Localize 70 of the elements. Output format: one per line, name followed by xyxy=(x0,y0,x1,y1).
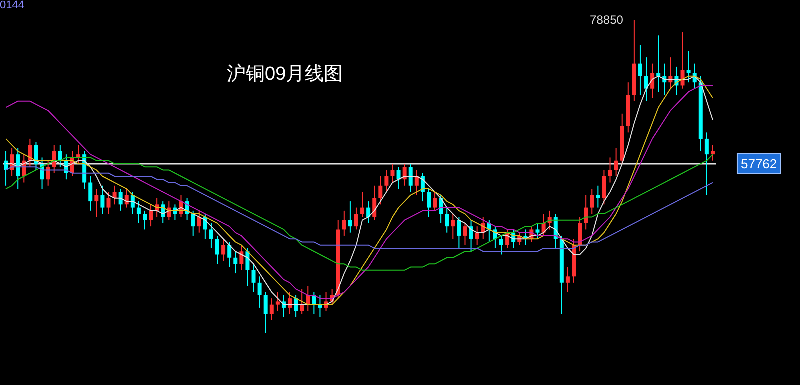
candlestick xyxy=(650,63,655,99)
candlestick xyxy=(451,214,456,240)
candlestick xyxy=(112,185,117,206)
candlestick xyxy=(354,207,358,230)
text: 57762 xyxy=(740,156,778,172)
candlestick xyxy=(372,185,377,221)
candlestick xyxy=(390,163,395,184)
candlestick xyxy=(52,144,56,174)
candlestick xyxy=(88,176,93,212)
candlestick xyxy=(106,192,111,215)
candlestick xyxy=(656,35,661,92)
candlestick xyxy=(46,160,50,186)
candlestick xyxy=(197,210,202,234)
candlestick xyxy=(638,44,642,96)
candlestick xyxy=(270,298,274,321)
candlestick xyxy=(16,148,20,190)
candlestick xyxy=(396,166,401,190)
candlestick xyxy=(463,222,468,246)
candlestick xyxy=(191,210,196,236)
candlestick xyxy=(246,248,250,287)
candlestick xyxy=(276,292,280,312)
candlestick xyxy=(378,176,383,206)
candlestick xyxy=(457,216,462,249)
candlestick xyxy=(58,144,62,168)
annotation: 78850 xyxy=(590,13,624,27)
candlestick xyxy=(402,163,407,186)
candlestick xyxy=(566,266,570,293)
candlestick xyxy=(100,185,105,215)
candlestick xyxy=(240,244,244,271)
candlestick xyxy=(222,238,226,262)
candlestick xyxy=(118,188,123,212)
candlestick xyxy=(710,144,715,162)
text: 沪铜09月线图 xyxy=(227,63,344,85)
candlestick xyxy=(28,138,32,168)
text: 0144 xyxy=(0,0,24,12)
candlestick xyxy=(94,188,99,218)
candlestick xyxy=(136,201,141,224)
candlestick xyxy=(499,235,504,256)
candlestick xyxy=(686,50,691,84)
candlestick xyxy=(342,210,346,236)
candlestick xyxy=(590,188,594,215)
candlestick xyxy=(614,148,618,177)
candlestick xyxy=(414,170,419,196)
candlestick xyxy=(602,170,606,206)
candlestick xyxy=(234,251,238,274)
candlestick xyxy=(258,276,262,308)
candlestick xyxy=(384,170,389,193)
candlestick xyxy=(608,157,612,184)
candlestick xyxy=(142,210,147,230)
candlestick xyxy=(644,57,649,102)
candlestick xyxy=(704,132,709,196)
candlestick xyxy=(216,235,220,265)
candlestick xyxy=(360,192,365,218)
candlestick xyxy=(348,201,352,234)
candlestick xyxy=(475,226,480,246)
candlestick xyxy=(252,264,256,293)
candlestick xyxy=(578,216,582,252)
candlestick xyxy=(149,204,154,228)
candlestick xyxy=(596,185,600,208)
candlestick xyxy=(536,222,540,240)
candlestick xyxy=(34,142,38,171)
candlestick xyxy=(209,222,214,249)
candlestick xyxy=(445,207,450,234)
candlestick xyxy=(264,292,268,334)
candlestick xyxy=(426,188,431,218)
candlestick xyxy=(408,163,413,193)
candlestick xyxy=(288,292,292,315)
candlestick xyxy=(433,192,438,212)
candlestick xyxy=(584,194,588,230)
candlestick xyxy=(228,242,232,268)
